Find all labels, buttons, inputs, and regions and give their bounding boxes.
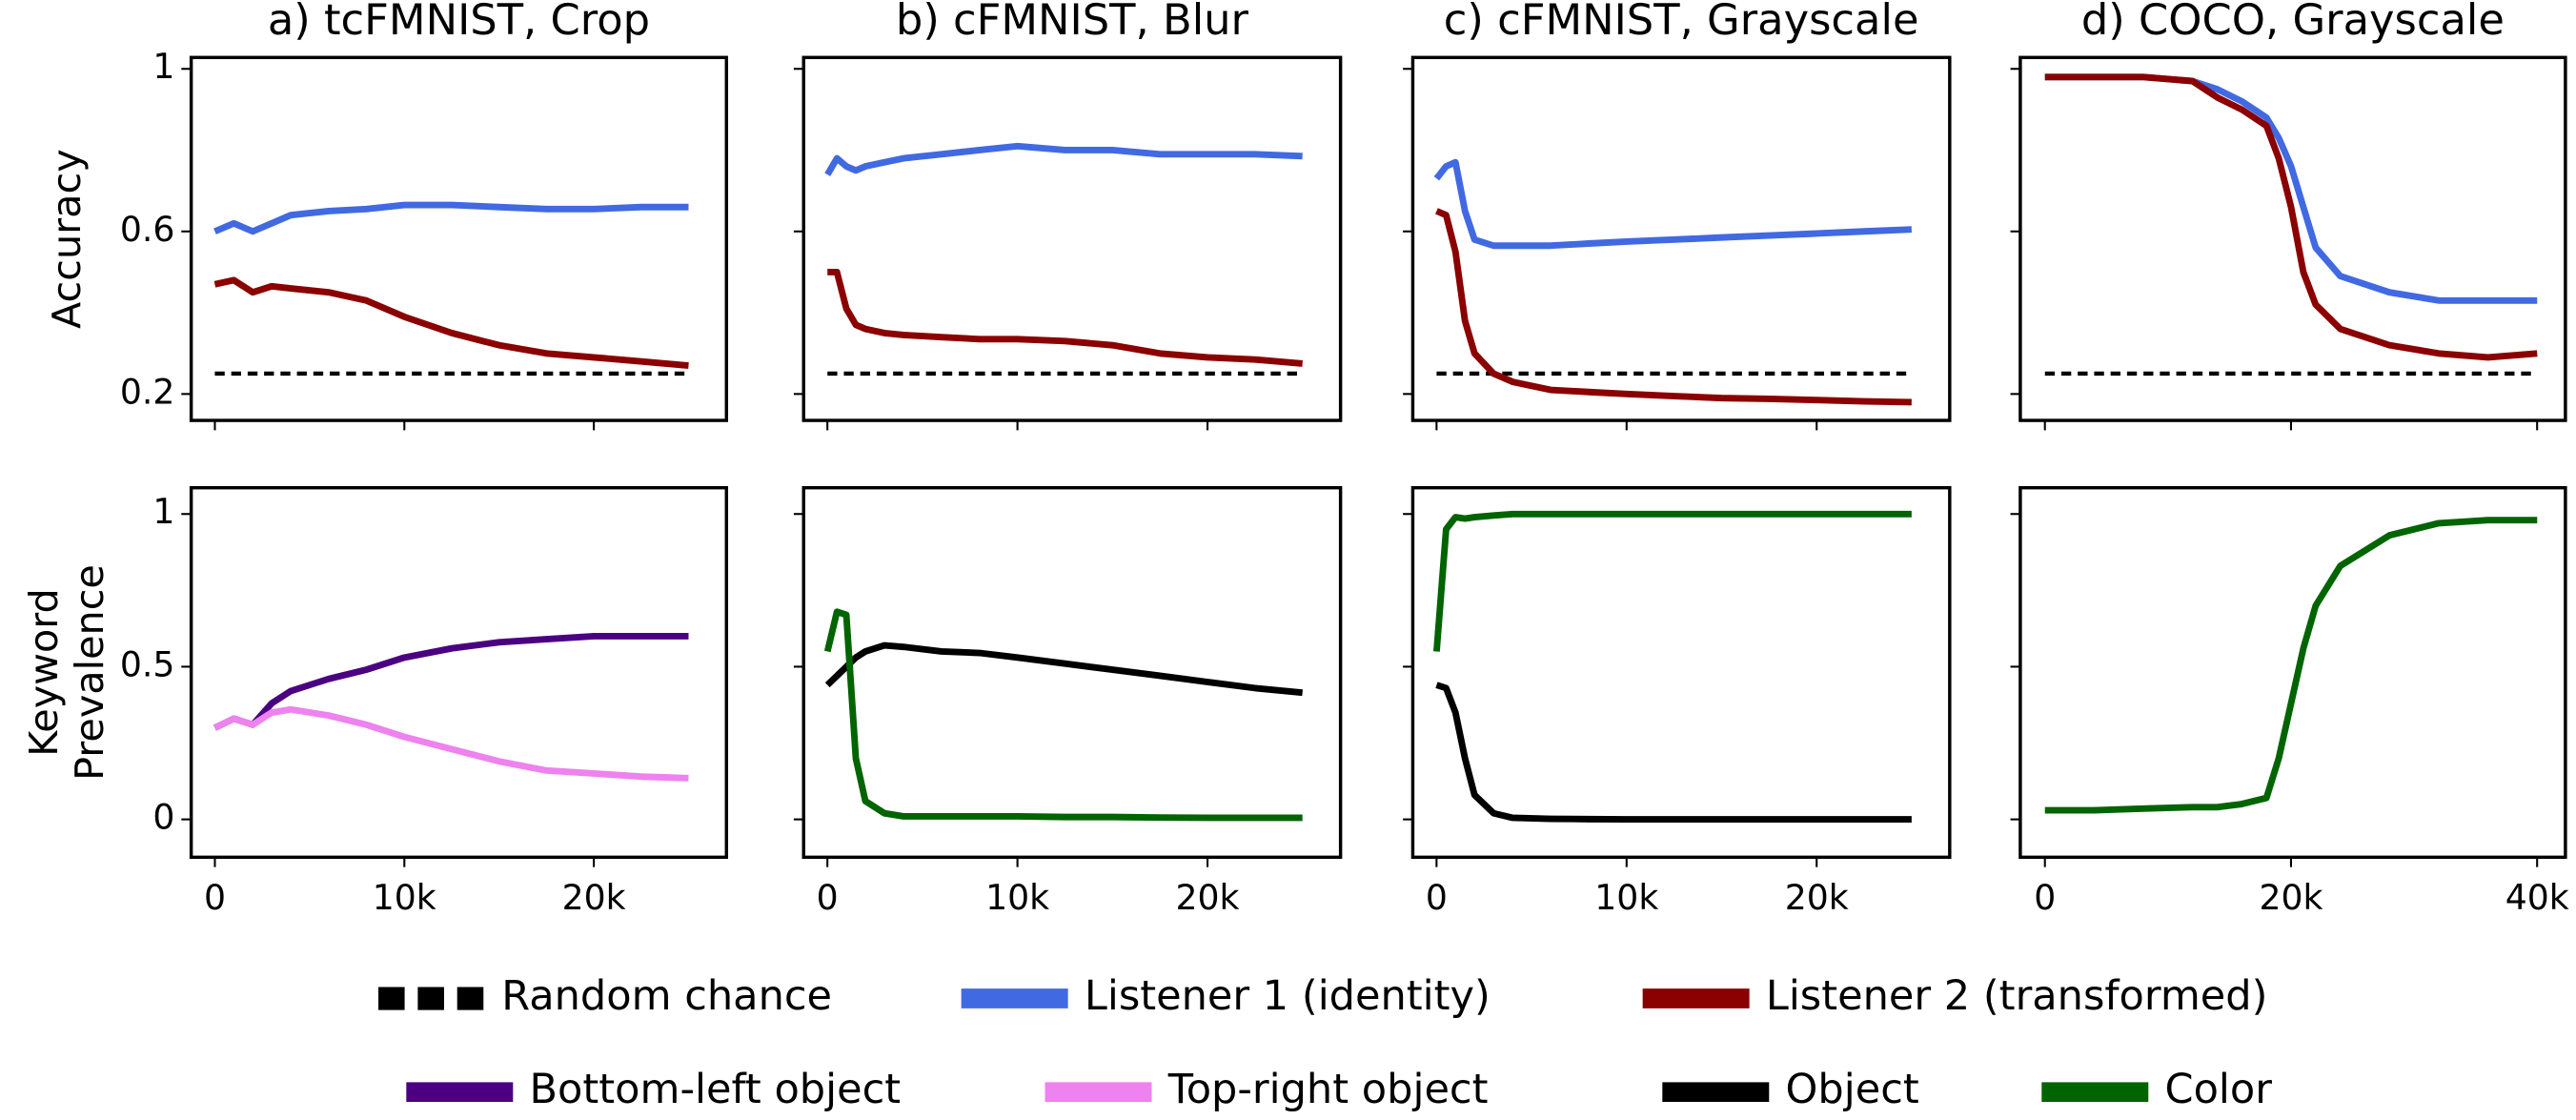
legend-label: Color (2165, 1066, 2273, 1113)
y-axis-label: Accuracy (44, 149, 90, 329)
series-line (1433, 158, 1912, 250)
axes-frame (2018, 485, 2567, 860)
series-line (2044, 73, 2538, 361)
series-line (1435, 682, 1912, 823)
legend-label: Random chance (501, 972, 832, 1020)
legend-label: Top-right object (1167, 1066, 1489, 1113)
series-line (1432, 510, 1912, 652)
x-tick-label: 20k (1176, 877, 1240, 918)
x-tick-label: 40k (2505, 877, 2569, 918)
axes-frame (2018, 55, 2567, 422)
x-tick-label: 10k (1594, 877, 1658, 918)
y-tick-label: 1 (152, 491, 174, 532)
x-tick-label: 20k (2259, 877, 2322, 918)
series-line (824, 142, 1303, 176)
series-line (827, 269, 1303, 367)
panel-title: c) cFMNIST, Grayscale (1444, 0, 1919, 45)
series-line (2044, 517, 2538, 814)
legend-label: Object (1786, 1066, 1919, 1113)
y-tick-label: 0 (152, 797, 174, 838)
series-line (213, 201, 689, 235)
x-tick-label: 10k (985, 877, 1049, 918)
panel-title: a) tcFMNIST, Crop (268, 0, 650, 45)
series-line (213, 276, 689, 369)
panel-title: d) COCO, Grayscale (2081, 0, 2505, 45)
series-line (823, 608, 1303, 822)
series-line (2044, 73, 2538, 304)
x-tick-label: 10k (373, 877, 436, 918)
x-tick-label: 0 (1426, 877, 1448, 918)
x-tick-label: 0 (2034, 877, 2056, 918)
x-tick-label: 0 (204, 877, 226, 918)
series-line (824, 641, 1303, 697)
axes-frame (1410, 485, 1952, 860)
legend-label: Bottom-left object (530, 1066, 902, 1113)
y-tick-label: 0.2 (120, 371, 175, 412)
y-tick-label: 0.6 (120, 209, 175, 250)
x-tick-label: 20k (562, 877, 626, 918)
y-axis-label: Keyword (21, 588, 67, 757)
series-line (1435, 208, 1912, 406)
axes-frame (189, 55, 728, 422)
x-tick-label: 0 (817, 877, 839, 918)
y-axis-label: Prevalence (67, 564, 112, 781)
axes-frame (801, 55, 1343, 422)
legend-label: Listener 1 (identity) (1085, 972, 1491, 1020)
y-tick-label: 1 (152, 46, 174, 87)
y-tick-label: 0.5 (120, 643, 175, 684)
panel-title: b) cFMNIST, Blur (896, 0, 1249, 45)
axes-frame (801, 485, 1343, 860)
legend-label: Listener 2 (transformed) (1766, 972, 2268, 1020)
series-line (213, 632, 689, 731)
axes-frame (189, 485, 728, 860)
series-line (213, 705, 689, 782)
x-tick-label: 20k (1785, 877, 1849, 918)
axes-frame (1410, 55, 1952, 422)
